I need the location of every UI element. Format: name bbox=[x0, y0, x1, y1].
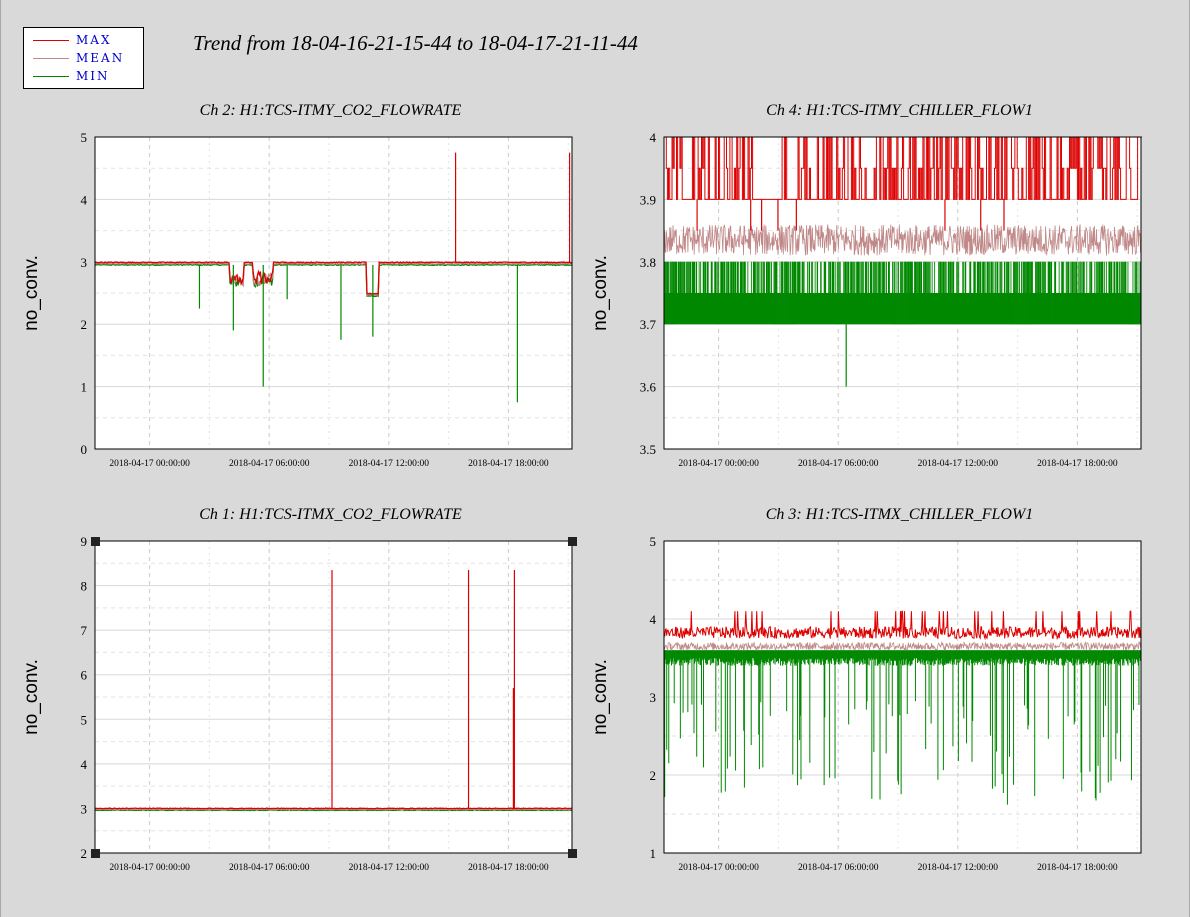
y-tick-label: 4 bbox=[650, 612, 657, 627]
y-tick-label: 7 bbox=[81, 623, 88, 638]
x-tick-label: 2018-04-17 12:00:00 bbox=[918, 863, 999, 873]
y-axis-label: no_conv. bbox=[590, 659, 611, 735]
y-tick-label: 4 bbox=[81, 192, 88, 207]
plot-frame bbox=[94, 540, 573, 854]
y-tick-label: 5 bbox=[81, 712, 88, 727]
y-tick-label: 4 bbox=[650, 130, 657, 145]
y-tick-label: 2 bbox=[81, 317, 88, 332]
plot-area bbox=[95, 137, 572, 449]
chart-title: Ch 3: H1:TCS-ITMX_CHILLER_FLOW1 bbox=[766, 506, 1034, 523]
y-tick-label: 6 bbox=[81, 668, 88, 683]
selection-handle bbox=[568, 537, 577, 546]
y-tick-label: 2 bbox=[81, 846, 88, 861]
plot-frame bbox=[94, 136, 573, 450]
legend-item-max: MAX bbox=[24, 32, 145, 50]
y-tick-label: 8 bbox=[81, 579, 88, 594]
legend-item-mean: MEAN bbox=[24, 50, 145, 68]
plot-frame bbox=[663, 540, 1142, 854]
x-tick-label: 2018-04-17 00:00:00 bbox=[678, 459, 759, 469]
legend-label-min: MIN bbox=[76, 69, 110, 83]
x-tick-label: 2018-04-17 18:00:00 bbox=[468, 459, 549, 469]
series-max-line bbox=[94, 261, 573, 295]
x-tick-label: 2018-04-17 00:00:00 bbox=[109, 459, 190, 469]
x-tick-label: 2018-04-17 06:00:00 bbox=[798, 459, 879, 469]
x-tick-label: 2018-04-17 00:00:00 bbox=[678, 863, 759, 873]
series-max-line bbox=[663, 610, 1142, 641]
series-mean-line bbox=[663, 640, 1142, 652]
x-tick-label: 2018-04-17 12:00:00 bbox=[349, 459, 430, 469]
legend-swatch-min bbox=[33, 76, 69, 77]
series-min-band bbox=[663, 650, 1141, 805]
chart-title: Ch 1: H1:TCS-ITMX_CO2_FLOWRATE bbox=[199, 506, 462, 523]
x-tick-label: 2018-04-17 12:00:00 bbox=[349, 863, 430, 873]
y-tick-label: 0 bbox=[81, 442, 88, 457]
chart-ch4: 3.5 3.6 3.7 3.8 3.9 4 2018-04-17 00:00:00 2018-… bbox=[590, 102, 1143, 469]
y-tick-label: 1 bbox=[81, 380, 88, 395]
y-tick-label: 9 bbox=[81, 534, 88, 549]
chart-ch2: 0 1 2 3 4 5 2018-04-17 00:00:00 2018-04-17 06:0… bbox=[21, 102, 573, 469]
chart-ch3: 1 2 3 4 5 2018-04-17 00:00:00 2018-04-17 06:00… bbox=[590, 506, 1142, 873]
x-tick-label: 2018-04-17 18:00:00 bbox=[1037, 459, 1118, 469]
series-max-line bbox=[94, 807, 573, 810]
series-mean-line bbox=[94, 262, 573, 297]
page-title: Trend from 18-04-16-21-15-44 to 18-04-17… bbox=[193, 31, 638, 55]
chart-title: Ch 2: H1:TCS-ITMY_CO2_FLOWRATE bbox=[200, 102, 462, 119]
y-axis-label: no_conv. bbox=[21, 659, 42, 735]
y-tick-label: 5 bbox=[81, 130, 88, 145]
y-tick-label: 1 bbox=[650, 846, 657, 861]
y-tick-label: 4 bbox=[81, 757, 88, 772]
x-tick-label: 2018-04-17 18:00:00 bbox=[1037, 863, 1118, 873]
legend-swatch-mean bbox=[33, 58, 69, 59]
x-tick-label: 2018-04-17 18:00:00 bbox=[468, 863, 549, 873]
y-tick-label: 2 bbox=[650, 768, 657, 783]
y-tick-label: 3.9 bbox=[640, 192, 656, 207]
x-tick-label: 2018-04-17 12:00:00 bbox=[918, 459, 999, 469]
selection-handle bbox=[91, 849, 100, 858]
legend: MAX MEAN MIN bbox=[23, 27, 144, 89]
legend-item-min: MIN bbox=[24, 68, 145, 86]
legend-swatch-max bbox=[33, 40, 69, 41]
series-min-line bbox=[94, 263, 573, 298]
y-tick-label: 3.7 bbox=[640, 317, 657, 332]
series-max-line bbox=[664, 136, 1143, 200]
series-mean-line bbox=[663, 224, 1142, 256]
chart-ch1: 2 3 4 5 6 7 8 9 2018-04-17 00:00:00 2018-04-17 06… bbox=[21, 506, 577, 873]
y-tick-label: 3 bbox=[81, 801, 88, 816]
selection-handle bbox=[568, 849, 577, 858]
y-tick-label: 5 bbox=[650, 534, 657, 549]
plot-frame bbox=[663, 136, 1142, 450]
y-axis-label: no_conv. bbox=[21, 255, 42, 331]
x-tick-label: 2018-04-17 06:00:00 bbox=[229, 459, 310, 469]
legend-label-max: MAX bbox=[76, 33, 112, 47]
y-axis-label: no_conv. bbox=[590, 255, 611, 331]
y-tick-label: 3.6 bbox=[640, 380, 657, 395]
y-tick-label: 3 bbox=[650, 690, 657, 705]
y-tick-label: 3.8 bbox=[640, 255, 656, 270]
series-min-band bbox=[663, 261, 1141, 325]
selection-handle bbox=[91, 537, 100, 546]
plot-area bbox=[95, 541, 572, 853]
x-tick-label: 2018-04-17 06:00:00 bbox=[229, 863, 310, 873]
y-tick-label: 3 bbox=[81, 255, 88, 270]
legend-label-mean: MEAN bbox=[76, 51, 125, 65]
x-tick-label: 2018-04-17 06:00:00 bbox=[798, 863, 879, 873]
x-tick-label: 2018-04-17 00:00:00 bbox=[109, 863, 190, 873]
y-tick-label: 3.5 bbox=[640, 442, 656, 457]
chart-title: Ch 4: H1:TCS-ITMY_CHILLER_FLOW1 bbox=[766, 102, 1033, 119]
